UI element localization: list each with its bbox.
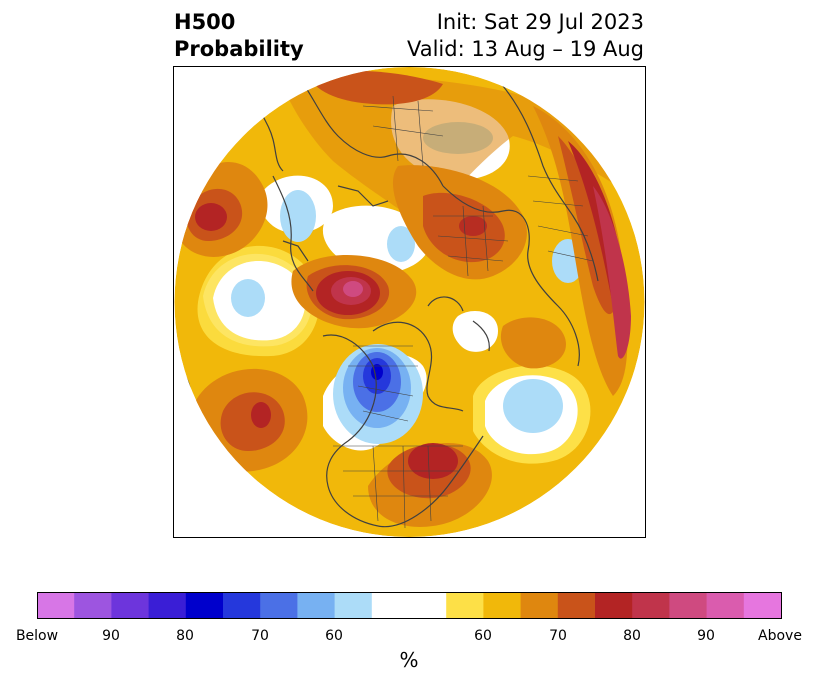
colorbar-above-cell xyxy=(743,592,782,619)
colorbar-above-cell xyxy=(557,592,596,619)
above-region-north-70 xyxy=(308,70,443,105)
above-region-europe-80 xyxy=(593,186,631,359)
colorbar-below-cell xyxy=(37,592,75,619)
colorbar-below-cell xyxy=(223,592,261,619)
tick-label: Below xyxy=(15,628,59,644)
above-region-southeast-65 xyxy=(500,317,566,369)
above-region-europe-65 xyxy=(533,106,628,396)
coastlines xyxy=(177,70,599,528)
above-region-pacific-sw-75 xyxy=(251,402,271,428)
colorbar-above-cell xyxy=(632,592,670,619)
init-date: Init: Sat 29 Jul 2023 xyxy=(436,10,644,34)
colorbar-below-cell xyxy=(334,592,373,619)
colorbar-below-cell xyxy=(260,592,298,619)
above-region-bering-85 xyxy=(343,281,363,297)
below-region-atlantic xyxy=(503,379,563,433)
tick-label: 70 xyxy=(549,628,567,644)
above-region-pacific-west-75 xyxy=(195,203,227,231)
colorbar-above-cell xyxy=(520,592,559,619)
tick-label: 60 xyxy=(325,628,343,644)
map-dates: Init: Sat 29 Jul 2023 Valid: 13 Aug – 19… xyxy=(407,9,644,63)
tick-label: 70 xyxy=(251,628,269,644)
above-region-siberia-75 xyxy=(459,216,487,236)
title-variable: H500 xyxy=(174,10,236,34)
below-region-pacific xyxy=(231,279,265,317)
valid-range: Valid: 13 Aug – 19 Aug xyxy=(406,37,644,61)
below-region-siberia xyxy=(280,190,316,242)
colorbar xyxy=(37,592,782,619)
tick-label: 90 xyxy=(102,628,120,644)
colorbar-above-cell xyxy=(595,592,633,619)
probability-map xyxy=(173,66,646,538)
colorbar-above-cell xyxy=(483,592,522,619)
colorbar-above-cell xyxy=(706,592,745,619)
colorbar-above-cell xyxy=(446,592,484,619)
below-region-central xyxy=(387,226,415,262)
colorbar-neutral-cell xyxy=(371,592,447,619)
map-frame xyxy=(173,66,646,538)
tick-label: 80 xyxy=(623,628,641,644)
title-type: Probability xyxy=(174,37,304,61)
colorbar-below-cell xyxy=(185,592,224,619)
colorbar-below-cell xyxy=(74,592,112,619)
colorbar-above-cell xyxy=(669,592,708,619)
tick-label: 90 xyxy=(697,628,715,644)
colorbar-unit: % xyxy=(399,648,419,672)
map-title: H500 Probability xyxy=(174,9,304,63)
tick-label: Above xyxy=(758,628,802,644)
political-borders xyxy=(333,95,594,529)
colorbar-below-cell xyxy=(297,592,336,619)
colorbar-below-cell xyxy=(111,592,150,619)
tick-label: 60 xyxy=(474,628,492,644)
above-region-usa-75 xyxy=(408,443,458,479)
tick-label: 80 xyxy=(176,628,194,644)
neutral-region-atlantic-east xyxy=(452,311,498,352)
colorbar-below-cell xyxy=(148,592,187,619)
